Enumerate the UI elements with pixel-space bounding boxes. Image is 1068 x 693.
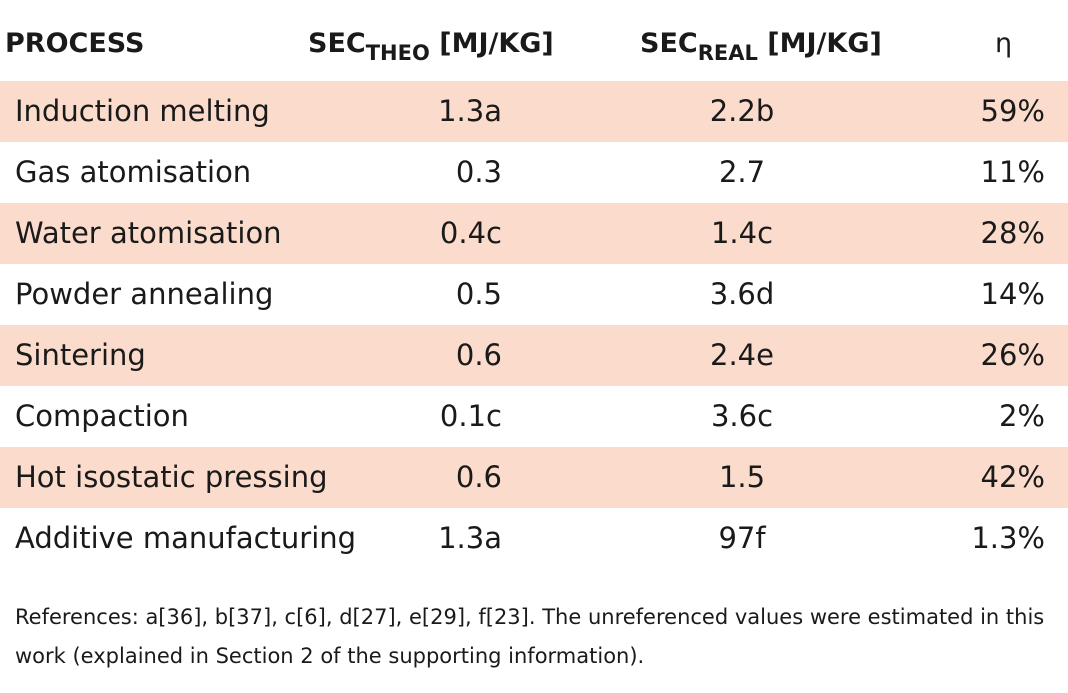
cell-sec-real: 2.7 [718,155,766,189]
cell-sec-real: 1.4c [710,216,774,250]
cell-efficiency: 2% [998,399,1045,433]
cell-efficiency: 11% [980,155,1045,189]
table-row: Powder annealing 0.5 3.6d 14% [0,264,1068,325]
cell-sec-theo: 0.5 [455,277,502,311]
cell-sec-theo: 0.6 [455,460,502,494]
cell-sec-theo: 1.3a [438,94,502,128]
header-sub: THEO [365,41,430,65]
cell-efficiency: 14% [980,277,1045,311]
header-sec-real: SECREAL [MJ/KG] [640,26,882,65]
table-row: Compaction 0.1c 3.6c 2% [0,386,1068,447]
cell-sec-real: 3.6c [710,399,774,433]
header-unit: [MJ/KG] [767,28,882,59]
header-sec-theo: SECTHEO [MJ/KG] [308,26,554,65]
cell-process: Water atomisation [15,216,282,250]
cell-sec-real: 1.5 [718,460,766,494]
cell-process: Compaction [15,399,189,433]
header-main: SEC [308,28,366,59]
table-row: Water atomisation 0.4c 1.4c 28% [0,203,1068,264]
cell-process: Additive manufacturing [15,521,357,555]
cell-sec-theo: 0.4c [439,216,502,250]
table-row: Hot isostatic pressing 0.6 1.5 42% [0,447,1068,508]
cell-sec-theo: 0.1c [439,399,502,433]
cell-process: Hot isostatic pressing [15,460,328,494]
cell-process: Powder annealing [15,277,274,311]
cell-sec-theo: 0.6 [455,338,502,372]
table-row: Additive manufacturing 1.3a 97f 1.3% [0,508,1068,569]
header-eta: η [995,28,1013,59]
table-row: Induction melting 1.3a 2.2b 59% [0,81,1068,142]
header-sub: REAL [697,41,758,65]
header-main: SEC [640,28,698,59]
cell-efficiency: 1.3% [971,521,1045,555]
cell-sec-theo: 1.3a [438,521,502,555]
table-row: Gas atomisation 0.3 2.7 11% [0,142,1068,203]
header-unit: [MJ/KG] [439,28,554,59]
cell-efficiency: 42% [980,460,1045,494]
cell-sec-theo: 0.3 [455,155,502,189]
cell-sec-real: 97f [718,521,766,555]
cell-process: Induction melting [15,94,270,128]
table-row: Sintering 0.6 2.4e 26% [0,325,1068,386]
cell-sec-real: 2.4e [710,338,774,372]
cell-sec-real: 3.6d [709,277,775,311]
footnote: References: a[36], b[37], c[6], d[27], e… [15,605,1045,668]
cell-efficiency: 26% [980,338,1045,372]
header-process: PROCESS [5,28,145,59]
cell-sec-real: 2.2b [709,94,775,128]
cell-process: Sintering [15,338,146,372]
cell-efficiency: 59% [980,94,1045,128]
cell-process: Gas atomisation [15,155,252,189]
cell-efficiency: 28% [980,216,1045,250]
